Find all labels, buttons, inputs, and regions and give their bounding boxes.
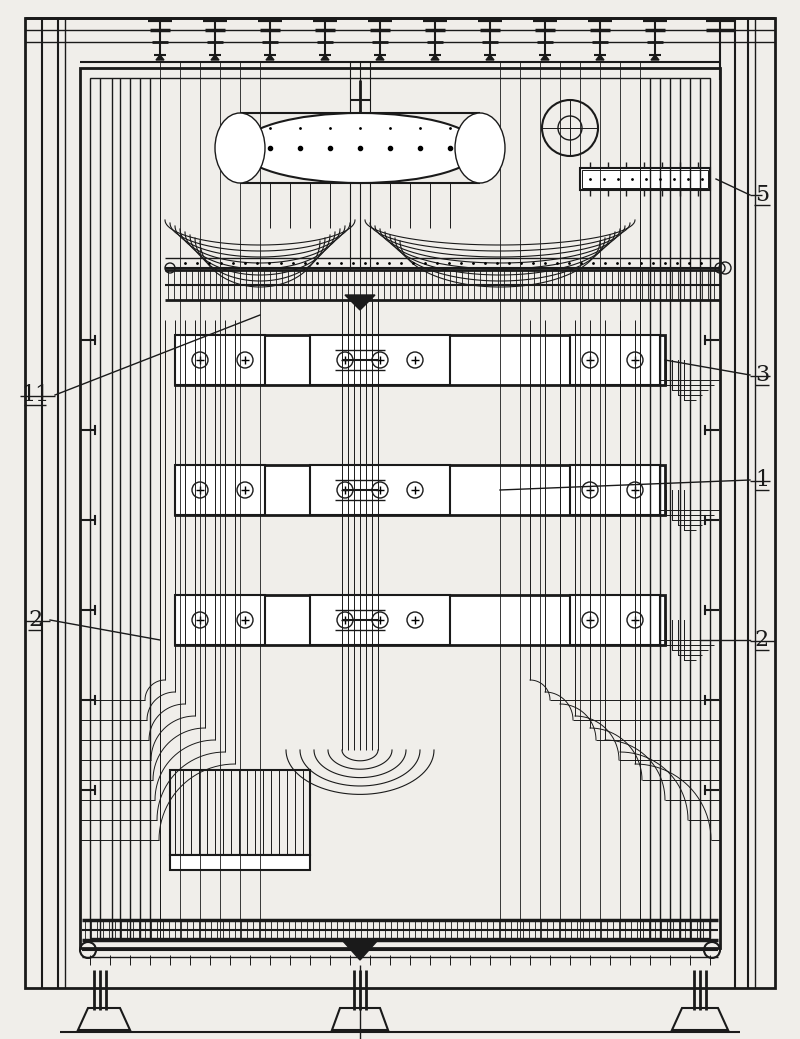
Polygon shape [342, 940, 378, 960]
Polygon shape [541, 55, 549, 60]
Bar [570, 465, 660, 515]
Ellipse shape [215, 113, 265, 183]
Polygon shape [266, 55, 274, 60]
Bar [310, 595, 450, 645]
Text: 2: 2 [755, 629, 769, 651]
Text: 3: 3 [755, 364, 769, 387]
Bar [175, 335, 265, 385]
Bar [175, 335, 665, 385]
Bar [175, 595, 265, 645]
Bar [175, 595, 665, 645]
Bar [170, 855, 310, 870]
Bar [80, 68, 720, 948]
Ellipse shape [455, 113, 505, 183]
Polygon shape [345, 295, 375, 310]
Bar [175, 465, 665, 515]
Text: 1: 1 [755, 469, 769, 491]
Text: 5: 5 [755, 184, 769, 206]
Polygon shape [345, 113, 375, 123]
Bar [90, 78, 710, 938]
Polygon shape [431, 55, 439, 60]
Polygon shape [211, 55, 219, 60]
Bar [310, 465, 450, 515]
Ellipse shape [240, 113, 480, 183]
Polygon shape [156, 55, 164, 60]
Bar [170, 770, 310, 855]
Text: 2: 2 [28, 609, 42, 631]
Bar [310, 335, 450, 385]
Bar [582, 170, 708, 188]
Polygon shape [486, 55, 494, 60]
Polygon shape [321, 55, 329, 60]
Bar [570, 595, 660, 645]
Bar [175, 465, 265, 515]
Bar [580, 168, 710, 190]
Polygon shape [651, 55, 659, 60]
Polygon shape [596, 55, 604, 60]
Text: 11: 11 [21, 384, 49, 406]
Bar [570, 335, 660, 385]
Polygon shape [376, 55, 384, 60]
